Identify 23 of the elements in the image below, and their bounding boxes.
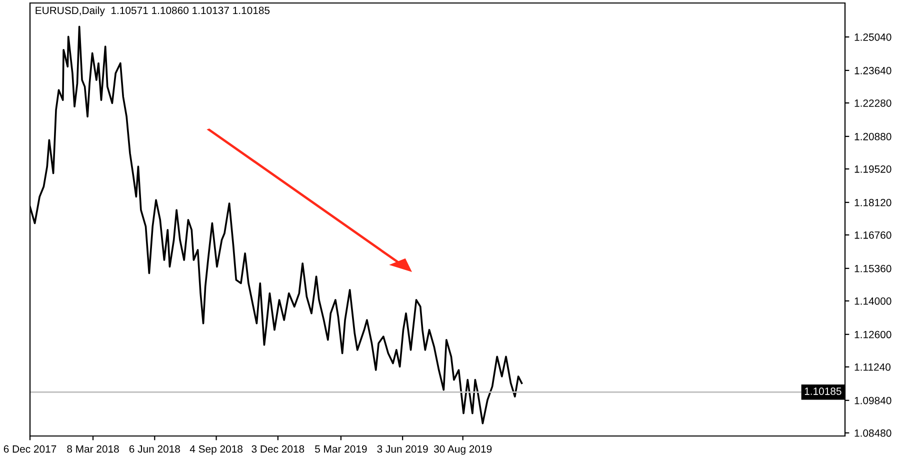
y-tick-label: 1.19520 (854, 165, 892, 173)
ref-line-label: 1.10185 (804, 388, 842, 395)
x-tick-label: 6 Jun 2018 (129, 445, 180, 453)
x-tick-label: 30 Aug 2019 (434, 445, 492, 455)
y-tick-label: 1.09840 (854, 396, 892, 404)
y-tick-label: 1.16760 (854, 231, 892, 239)
x-tick-label: 5 Mar 2019 (315, 445, 367, 453)
x-tick-label: 3 Jun 2019 (377, 445, 428, 453)
y-tick-label: 1.23640 (854, 66, 892, 74)
y-tick-label: 1.20880 (854, 132, 892, 140)
y-tick-label: 1.08480 (854, 429, 892, 437)
chart-title: EURUSD,Daily 1.10571 1.10860 1.10137 1.10185 (36, 6, 270, 16)
x-tick-label: 6 Dec 2017 (4, 445, 56, 453)
y-tick-label: 1.18120 (854, 198, 892, 206)
x-tick-label: 8 Mar 2018 (67, 445, 119, 453)
y-tick-label: 1.25040 (854, 33, 892, 41)
y-tick-label: 1.22280 (854, 99, 892, 107)
y-tick-label: 1.11240 (854, 363, 891, 371)
x-tick-label: 3 Dec 2018 (252, 445, 304, 453)
y-tick-label: 1.14000 (854, 297, 892, 305)
y-tick-label: 1.12600 (854, 330, 892, 338)
y-tick-label: 1.15360 (854, 264, 892, 272)
x-tick-label: 4 Sep 2018 (190, 445, 242, 455)
